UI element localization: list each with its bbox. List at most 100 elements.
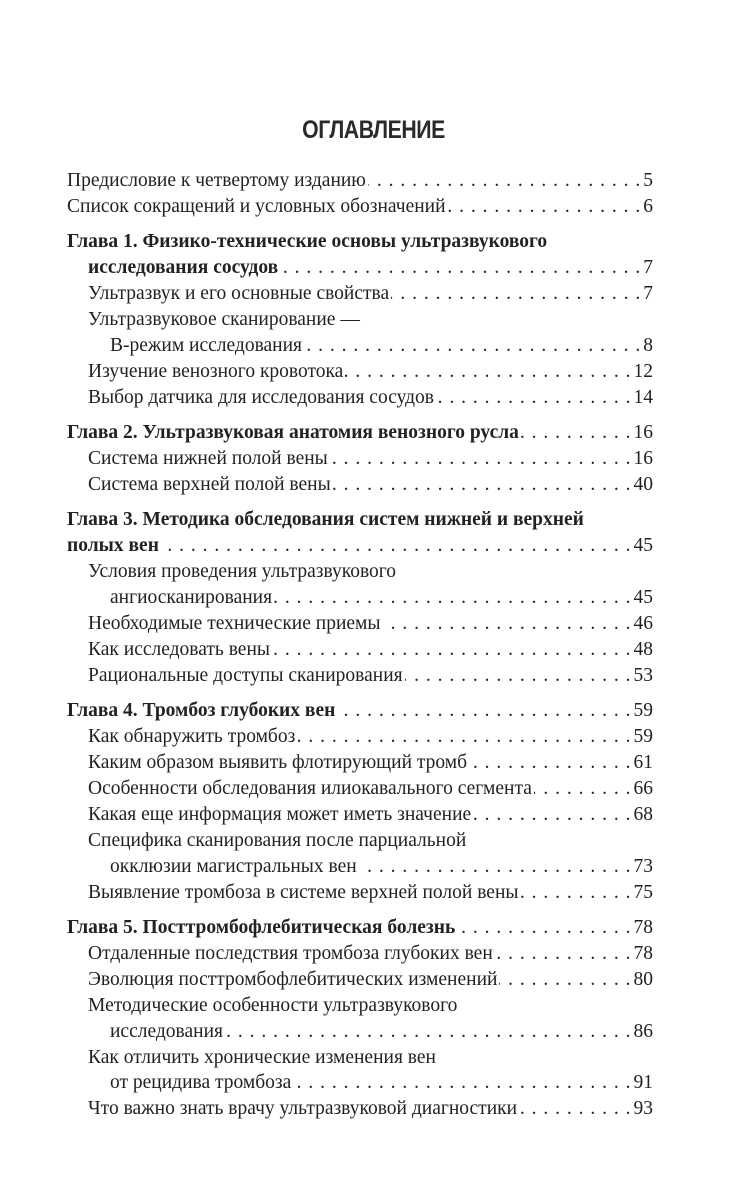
toc-entry-line: Глава 5. Посттромбофлебитическая болезнь…: [67, 915, 653, 941]
toc-entry-line: Выявление тромбоза в системе верхней пол…: [67, 880, 653, 906]
toc-entry-line: Список сокращений и условных обозначений…: [67, 194, 653, 220]
dot-leader: [359, 854, 632, 880]
toc-entry-line: Как обнаружить тромбоз 59: [67, 724, 653, 750]
page-number: 6: [643, 195, 653, 217]
toc-entry-title: Как обнаружить тромбоз: [88, 726, 296, 748]
toc-entry-line: исследования 86: [67, 1019, 653, 1045]
toc-entry-line: Глава 3. Методика обследования систем ни…: [67, 507, 653, 533]
toc-entry[interactable]: Специфика сканирования после парциальной…: [67, 828, 653, 880]
toc-chapter-entry[interactable]: Глава 2. Ультразвуковая анатомия венозно…: [67, 420, 653, 446]
page-number: 78: [633, 942, 654, 964]
page-number: 16: [633, 448, 654, 470]
page-number: 66: [633, 777, 654, 799]
toc-entry[interactable]: Каким образом выявить флотирующий тромб 6…: [67, 750, 653, 776]
toc-group: Глава 5. Посттромбофлебитическая болезнь…: [67, 915, 653, 1122]
table-of-contents: Предисловие к четвертому изданию 5 Список …: [67, 168, 653, 1132]
toc-entry[interactable]: Как отличить хронические изменения вен от…: [67, 1045, 653, 1097]
toc-entry-title: Глава 4. Тромбоз глубоких вен: [67, 700, 336, 722]
page-number: 7: [643, 283, 653, 305]
toc-entry-line: от рецидива тромбоза 91: [67, 1070, 653, 1096]
toc-entry[interactable]: Как обнаружить тромбоз 59: [67, 724, 653, 750]
toc-entry[interactable]: Особенности обследования илиокавального …: [67, 776, 653, 802]
page-number: 78: [633, 916, 654, 938]
toc-entry-title: Как отличить хронические изменения вен: [88, 1046, 436, 1068]
page-number: 7: [643, 257, 653, 279]
toc-entry-title: Ультразвуковое сканирование —: [88, 309, 360, 331]
toc-entry-line: Особенности обследования илиокавального …: [67, 776, 653, 802]
dot-leader: [333, 472, 632, 498]
toc-entry-title: Эволюция посттромбофлебитических изменен…: [88, 968, 498, 990]
toc-group: Глава 2. Ультразвуковая анатомия венозно…: [67, 420, 653, 498]
toc-entry[interactable]: Система нижней полой вены 16: [67, 446, 653, 472]
toc-entry-title: полых вен: [67, 535, 159, 557]
toc-entry-line: Необходимые технические приемы 46: [67, 611, 653, 637]
dot-leader: [383, 611, 632, 637]
toc-entry-title: Система верхней полой вены: [88, 473, 331, 495]
toc-entry-title: B-режим исследования: [110, 334, 303, 356]
dot-leader: [293, 1070, 631, 1096]
page-number: 86: [633, 1020, 654, 1042]
toc-entry-line: ангиосканирования 45: [67, 585, 653, 611]
dot-leader: [457, 915, 631, 941]
toc-entry[interactable]: Эволюция посттромбофлебитических изменен…: [67, 967, 653, 993]
toc-entry[interactable]: Изучение венозного кровотока 12: [67, 359, 653, 385]
dot-leader: [436, 385, 631, 411]
toc-chapter-entry[interactable]: Глава 4. Тромбоз глубоких вен 59: [67, 698, 653, 724]
toc-entry[interactable]: Необходимые технические приемы 46: [67, 611, 653, 637]
toc-entry-line: Рациональные доступы сканирования 53: [67, 663, 653, 689]
page-number: 46: [633, 613, 654, 634]
toc-entry[interactable]: Что важно знать врачу ультразвуковой диа…: [67, 1096, 653, 1122]
toc-entry-title: Что важно знать врачу ультразвуковой диа…: [88, 1098, 518, 1120]
toc-entry-line: Глава 1. Физико-технические основы ультр…: [67, 229, 653, 255]
toc-entry-title: Глава 3. Методика обследования систем ни…: [67, 509, 584, 531]
toc-entry[interactable]: Какая еще информация может иметь значени…: [67, 802, 653, 828]
toc-group: Глава 3. Методика обследования систем ни…: [67, 507, 653, 688]
page-title: ОГЛАВЛЕНИЕ: [302, 116, 445, 144]
page-number: 61: [633, 752, 654, 774]
toc-entry-line: окклюзии магистральных вен 73: [67, 854, 653, 880]
toc-entry-line: Система верхней полой вены 40: [67, 472, 653, 498]
toc-entry-line: полых вен 45: [67, 533, 653, 559]
toc-entry[interactable]: Список сокращений и условных обозначений…: [67, 194, 653, 220]
page-number: 40: [633, 473, 654, 495]
dot-leader: [225, 1019, 632, 1045]
toc-entry-title: Ультразвук и его основные свойства: [88, 283, 390, 305]
toc-entry[interactable]: Условия проведения ультразвукового ангиос…: [67, 559, 653, 611]
toc-entry-line: исследования сосудов 7: [67, 255, 653, 281]
toc-entry-title: исследования: [110, 1020, 223, 1042]
dot-leader: [448, 194, 642, 220]
toc-entry-title: Выбор датчика для исследования сосудов: [88, 386, 435, 408]
toc-entry[interactable]: Как исследовать вены 48: [67, 637, 653, 663]
toc-entry[interactable]: Методические особенности ультразвукового…: [67, 993, 653, 1045]
toc-entry[interactable]: Предисловие к четвертому изданию 5: [67, 168, 653, 194]
page-number: 59: [633, 700, 654, 722]
toc-chapter-entry[interactable]: Глава 3. Методика обследования систем ни…: [67, 507, 653, 559]
dot-leader: [337, 698, 631, 724]
page-number: 14: [633, 386, 654, 408]
page-number: 12: [633, 360, 654, 382]
toc-entry-title: Особенности обследования илиокавального …: [88, 777, 532, 799]
page-number: 16: [633, 422, 654, 444]
dot-leader: [280, 255, 641, 281]
toc-entry[interactable]: Выбор датчика для исследования сосудов 14: [67, 385, 653, 411]
toc-entry-title: Какая еще информация может иметь значени…: [88, 803, 472, 825]
toc-entry[interactable]: Ультразвуковое сканирование — B-режим исс…: [67, 307, 653, 359]
page-number: 73: [633, 855, 654, 877]
page-number: 59: [633, 726, 654, 748]
toc-entry[interactable]: Отдаленные последствия тромбоза глубоких…: [67, 941, 653, 967]
page-number: 91: [633, 1072, 654, 1094]
toc-entry-title: от рецидива тромбоза: [110, 1072, 292, 1094]
toc-entry-title: окклюзии магистральных вен: [110, 855, 357, 877]
dot-leader: [495, 941, 632, 967]
toc-entry-title: Глава 2. Ультразвуковая анатомия венозно…: [67, 422, 519, 444]
toc-entry[interactable]: Выявление тромбоза в системе верхней пол…: [67, 880, 653, 906]
toc-entry-title: Список сокращений и условных обозначений: [67, 195, 446, 217]
toc-chapter-entry[interactable]: Глава 1. Физико-технические основы ультр…: [67, 229, 653, 281]
toc-chapter-entry[interactable]: Глава 5. Посттромбофлебитическая болезнь…: [67, 915, 653, 941]
toc-entry[interactable]: Система верхней полой вены 40: [67, 472, 653, 498]
toc-entry[interactable]: Ультразвук и его основные свойства 7: [67, 281, 653, 307]
dot-leader: [499, 967, 631, 993]
toc-entry[interactable]: Рациональные доступы сканирования 53: [67, 663, 653, 689]
toc-entry-title: Необходимые технические приемы: [88, 613, 381, 634]
dot-leader: [473, 802, 631, 828]
